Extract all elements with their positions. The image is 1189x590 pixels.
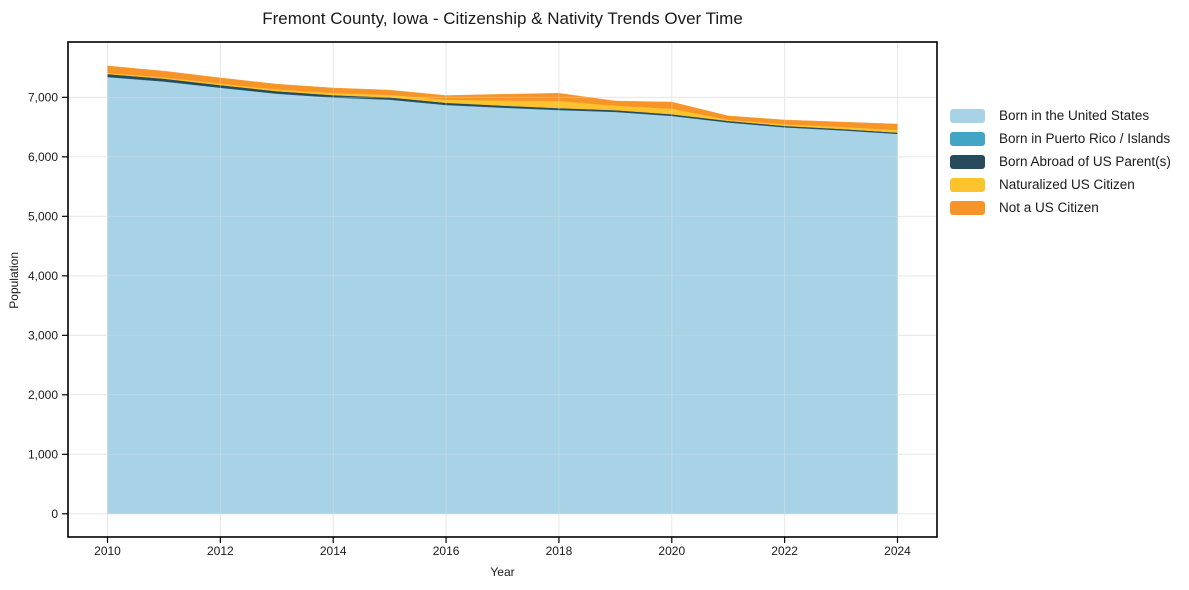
legend-label: Born Abroad of US Parent(s) — [999, 154, 1171, 169]
legend-swatch-naturalized — [950, 177, 985, 192]
legend-label: Not a US Citizen — [999, 200, 1099, 215]
area-series-0 — [107, 76, 898, 514]
legend-label: Born in the United States — [999, 108, 1150, 123]
y-tick-label: 4,000 — [28, 269, 58, 283]
legend-label: Born in Puerto Rico / Islands — [999, 131, 1171, 146]
x-tick-label: 2024 — [884, 544, 911, 558]
x-tick-label: 2020 — [658, 544, 685, 558]
y-axis-label: Population — [7, 252, 21, 309]
legend-item-born-abroad: Born Abroad of US Parent(s) — [950, 150, 1171, 173]
legend-item-born-us: Born in the United States — [950, 104, 1171, 127]
legend-label: Naturalized US Citizen — [999, 177, 1135, 192]
x-axis-label: Year — [490, 565, 515, 579]
legend-item-naturalized: Naturalized US Citizen — [950, 173, 1171, 196]
legend-swatch-not-citizen — [950, 200, 985, 215]
legend: Born in the United States Born in Puerto… — [950, 104, 1171, 219]
legend-item-born-pr: Born in Puerto Rico / Islands — [950, 127, 1171, 150]
x-tick-label: 2010 — [94, 544, 121, 558]
legend-item-not-citizen: Not a US Citizen — [950, 196, 1171, 219]
plot-frame — [67, 41, 938, 538]
x-tick-label: 2016 — [433, 544, 460, 558]
legend-swatch-born-pr — [950, 131, 985, 146]
area-series-4 — [107, 65, 898, 131]
x-tick-label: 2022 — [771, 544, 798, 558]
y-tick-label: 3,000 — [28, 328, 58, 342]
chart-title: Fremont County, Iowa - Citizenship & Nat… — [262, 9, 743, 28]
x-tick-label: 2018 — [546, 544, 573, 558]
x-tick-label: 2012 — [207, 544, 234, 558]
y-tick-label: 2,000 — [28, 388, 58, 402]
x-tick-label: 2014 — [320, 544, 347, 558]
y-tick-label: 1,000 — [28, 447, 58, 461]
y-tick-label: 6,000 — [28, 150, 58, 164]
y-tick-label: 7,000 — [28, 90, 58, 104]
y-tick-label: 5,000 — [28, 209, 58, 223]
y-tick-label: 0 — [51, 507, 58, 521]
legend-swatch-born-abroad — [950, 154, 985, 169]
legend-swatch-born-us — [950, 108, 985, 123]
